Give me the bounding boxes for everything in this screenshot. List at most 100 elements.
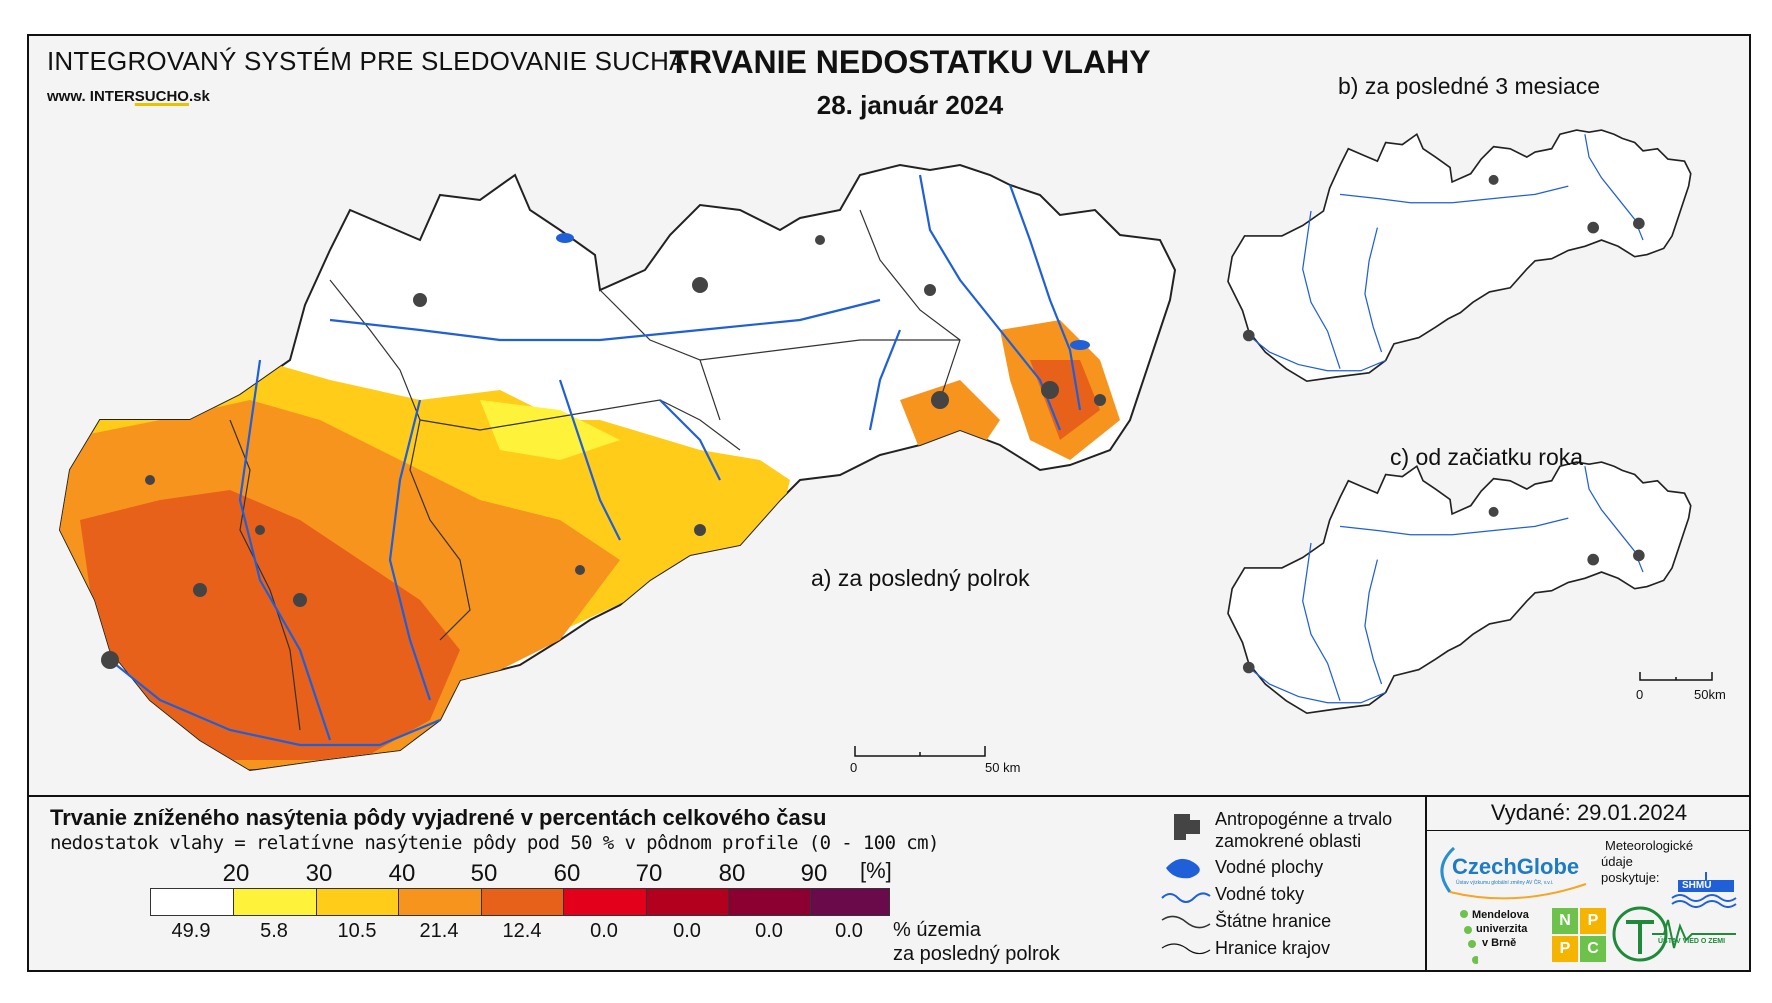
shmu-name: SHMÚ (1682, 880, 1712, 891)
scale-small-zero: 0 (1636, 687, 1644, 702)
nppc-letter: C (1580, 936, 1606, 962)
legend-class-3 (398, 888, 482, 916)
drought-fill (60, 320, 1120, 770)
legend-percent: 0.0 (673, 920, 701, 942)
map-a (58, 163, 1177, 772)
mendel-dots-icon (1460, 910, 1478, 964)
legend-percent: 21.4 (419, 920, 459, 942)
system-title: INTEGROVANÝ SYSTÉM PRE SLEDOVANIE SUCHA (47, 46, 687, 76)
website-suffix: .sk (188, 88, 210, 105)
region-border-icon (1161, 943, 1211, 955)
legend-tick: 30 (305, 860, 333, 887)
czechglobe-logo[interactable]: CzechGlobe Ústav výzkumu globální změny … (1436, 838, 1598, 900)
percent-label-line1: % územia (893, 919, 981, 941)
map-b (1227, 129, 1692, 383)
mendel-logo[interactable]: Mendelova univerzita v Brně (1458, 906, 1548, 968)
water-bodies (556, 233, 1090, 350)
footer-vertical-divider (1425, 795, 1427, 972)
anthropogenic-icon (1174, 814, 1200, 840)
nppc-logo[interactable]: N P P C (1552, 908, 1606, 962)
meteo-line2: údaje (1601, 854, 1633, 869)
legend-tick: 90 (800, 860, 828, 887)
scale-main-end: 50 km (985, 760, 1021, 775)
legend-percent: 10.5 (337, 920, 377, 942)
water-body-icon (1166, 858, 1200, 879)
legend-subtitle: nedostatok vlahy = relatívne nasýtenie p… (50, 832, 939, 854)
legend-tick: 70 (635, 860, 663, 887)
legend-class-5 (563, 888, 647, 916)
legend-tick: 80 (718, 860, 746, 887)
scale-bar-main (854, 746, 986, 757)
stream-icon (1161, 892, 1211, 903)
map-c (1227, 461, 1692, 715)
percent-label: % územia za posledný polrok (893, 918, 1060, 966)
percent-label-line2: za posledný polrok (893, 943, 1060, 965)
scale-main-zero: 0 (850, 760, 858, 775)
legend-tick: 40 (388, 860, 416, 887)
shmu-logo[interactable]: SHMÚ (1670, 872, 1740, 908)
shmu-waves-icon (1671, 872, 1737, 908)
mendel-line1: Mendelova (1472, 909, 1529, 921)
map-legend-symbols (1161, 814, 1211, 955)
legend-anthropogenic: Antropogénne a trvalo zamokrené oblasti (1215, 808, 1392, 852)
uvz-logo[interactable]: ÚSTAV VIED O ZEMI (1612, 904, 1742, 964)
legend-unit: [%] (860, 858, 892, 883)
legend-percent: 5.8 (260, 920, 288, 942)
czechglobe-swoosh-icon (1440, 846, 1587, 900)
legend-percent: 0.0 (590, 920, 618, 942)
legend-class-8 (810, 888, 890, 916)
legend-percent: 12.4 (502, 920, 542, 942)
legend-region-border: Hranice krajov (1215, 938, 1331, 958)
legend-percent: 49.9 (171, 920, 211, 942)
slovakia-shape-c (1227, 461, 1692, 715)
region-borders (229, 209, 961, 731)
legend-streams: Vodné toky (1215, 884, 1305, 904)
issued-divider (1427, 830, 1751, 831)
legend-class-7 (728, 888, 812, 916)
uvz-name: ÚSTAV VIED O ZEMI (1658, 938, 1726, 945)
legend-anthropogenic-line1: Antropogénne a trvalo (1215, 809, 1393, 829)
scale-small-end: 50km (1694, 687, 1726, 702)
main-title: TRVANIE NEDOSTATKU VLAHY (669, 44, 1151, 80)
urban-areas (101, 235, 1106, 669)
mendel-line2: univerzita (1476, 923, 1528, 935)
map-canvas (58, 129, 1713, 772)
nppc-letter: N (1552, 908, 1578, 934)
slovakia-shape-b (1227, 129, 1692, 383)
legend-anthropogenic-line2: zamokrené oblasti (1215, 831, 1362, 851)
rivers (109, 174, 1082, 747)
legend-tick: 20 (222, 860, 250, 887)
panel-b-label: b) za posledné 3 mesiace (1338, 73, 1601, 99)
issued-date: Vydané: 29.01.2024 (1490, 800, 1688, 825)
nppc-letter: P (1580, 908, 1606, 934)
state-border-icon (1161, 915, 1211, 929)
meteo-provider: Meteorologické údaje poskytuje: (1601, 838, 1693, 886)
website-prefix: www. INTER (47, 88, 135, 105)
legend-class-6 (646, 888, 730, 916)
nppc-letter: P (1552, 936, 1578, 962)
legend-tick: 60 (553, 860, 581, 887)
website-highlight: SUCHO (134, 88, 189, 105)
legend-percent: 0.0 (755, 920, 783, 942)
mendel-line3: v Brně (1482, 937, 1517, 949)
legend-class-2 (316, 888, 400, 916)
footer-divider (27, 795, 1751, 797)
legend-title: Trvanie zníženého nasýtenia pôdy vyjadre… (50, 805, 827, 830)
legend-class-1 (233, 888, 317, 916)
panel-c-label: c) od začiatku roka (1390, 444, 1584, 470)
legend-tick: 50 (470, 860, 498, 887)
legend-percent: 0.0 (835, 920, 863, 942)
scale-bar-small (1639, 672, 1713, 681)
meteo-line1: Meteorologické (1605, 838, 1694, 853)
legend-class-0 (150, 888, 234, 916)
legend-state-border: Štátne hranice (1215, 911, 1332, 931)
main-date: 28. január 2024 (816, 90, 1004, 120)
legend-class-4 (481, 888, 565, 916)
website-link[interactable]: www. INTERSUCHO.sk (47, 88, 210, 105)
uvz-seismograph-icon (1612, 906, 1736, 962)
czechglobe-name: CzechGlobe (1452, 854, 1580, 879)
czechglobe-subtitle: Ústav výzkumu globální změny AV ČR, v.v.… (1456, 880, 1554, 886)
panel-a-label: a) za posledný polrok (811, 565, 1030, 591)
meteo-line3: poskytuje: (1601, 870, 1660, 885)
legend-water-bodies: Vodné plochy (1215, 857, 1324, 877)
